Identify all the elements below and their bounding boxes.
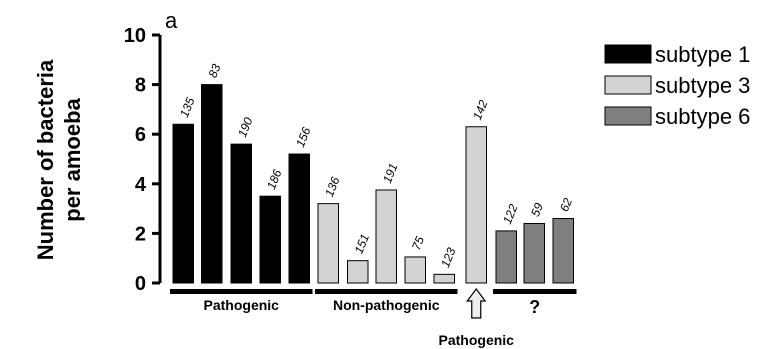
- arrow-up-icon: [466, 288, 487, 319]
- legend-swatch: [604, 75, 652, 95]
- bar-data-label: 142: [470, 98, 491, 122]
- group-brackets: Pathogenic Non-pathogenic ? Pathogenic: [170, 288, 577, 348]
- y-tick-label: 10: [124, 25, 146, 47]
- bar: [259, 195, 281, 284]
- bar-data-label: 136: [322, 175, 343, 199]
- group-bracket: [315, 289, 458, 294]
- legend-swatch: [604, 106, 652, 126]
- bar-data-label: 191: [380, 161, 400, 185]
- bar: [288, 153, 310, 284]
- y-tick-label: 4: [135, 174, 147, 196]
- bar: [552, 218, 574, 284]
- legend-swatch: [604, 44, 652, 64]
- bar-data-label: 83: [206, 62, 224, 80]
- arrow-annotation-label: Pathogenic: [439, 332, 515, 348]
- legend-label: subtype 1: [655, 42, 750, 67]
- bar: [375, 189, 397, 284]
- bars: [172, 84, 574, 284]
- bar: [465, 126, 487, 284]
- y-tick-label: 0: [135, 273, 146, 295]
- bar: [201, 84, 223, 284]
- bar: [495, 230, 517, 284]
- group-label: Non-pathogenic: [333, 297, 440, 313]
- bar-data-label: 190: [235, 115, 256, 139]
- group-bracket: [170, 289, 313, 294]
- bar-data-label: 75: [409, 234, 427, 252]
- bar: [317, 203, 339, 284]
- bar: [433, 273, 455, 284]
- group-bracket: [493, 289, 577, 294]
- bar: [523, 222, 545, 284]
- bar-data-label: 135: [177, 95, 198, 119]
- y-axis-title: Number of bacteria per amoeba: [33, 59, 85, 260]
- group-label: Pathogenic: [204, 297, 280, 313]
- bar: [172, 123, 194, 284]
- y-tick-label: 2: [135, 223, 146, 245]
- legend-label: subtype 3: [655, 73, 750, 98]
- bar: [404, 256, 426, 284]
- group-label: ?: [529, 297, 540, 317]
- bar-data-label: 122: [500, 202, 521, 226]
- legend: subtype 1 subtype 3 subtype 6: [604, 42, 750, 129]
- panel-letter: a: [165, 8, 178, 33]
- y-axis-title-line-1: Number of bacteria: [33, 59, 58, 260]
- bar-data-label: 62: [557, 196, 575, 214]
- bar-data-label: 151: [352, 232, 372, 256]
- bar-data-label: 156: [293, 125, 314, 149]
- bar: [230, 143, 252, 284]
- y-tick-label: 8: [135, 75, 146, 97]
- y-tick-label: 6: [135, 124, 146, 146]
- y-axis-title-line-2: per amoeba: [60, 97, 85, 221]
- bar-data-label: 59: [528, 201, 546, 219]
- bar-data-label: 186: [264, 167, 285, 191]
- legend-label: subtype 6: [655, 104, 750, 129]
- bar: [347, 260, 369, 284]
- bar-data-label: 123: [438, 245, 459, 269]
- y-axis: 0 2 4 6 8 10: [124, 25, 162, 295]
